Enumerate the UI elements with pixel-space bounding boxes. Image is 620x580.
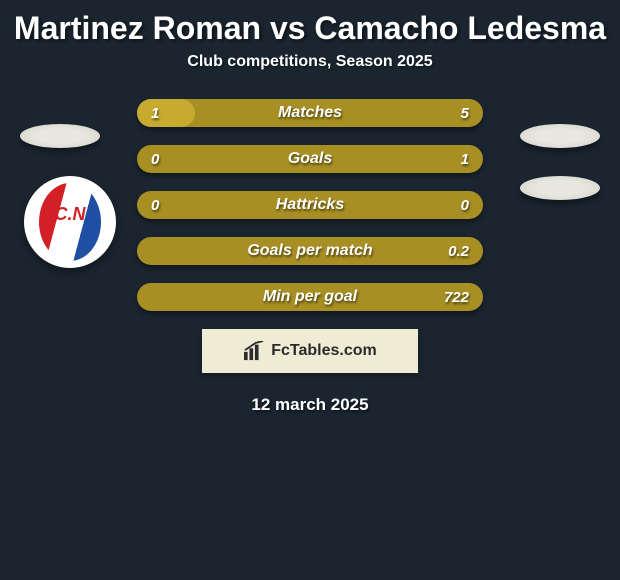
stat-row: Goals per match0.2 [137, 237, 483, 265]
stat-label: Matches [137, 104, 483, 122]
club-badge-initials: C.N [55, 204, 86, 225]
stat-value-right: 5 [461, 105, 469, 122]
player-left-club-logo-1 [20, 124, 100, 148]
brand-watermark: FcTables.com [202, 329, 418, 373]
subtitle: Club competitions, Season 2025 [0, 53, 620, 71]
page-title: Martinez Roman vs Camacho Ledesma [0, 0, 620, 53]
date-label: 12 march 2025 [0, 395, 620, 415]
comparison-card: Martinez Roman vs Camacho Ledesma Club c… [0, 0, 620, 580]
stat-row: Min per goal722 [137, 283, 483, 311]
stat-value-right: 0 [461, 197, 469, 214]
player-right-club-logo-1 [520, 124, 600, 148]
stat-label: Min per goal [137, 288, 483, 306]
stat-row: 0Goals1 [137, 145, 483, 173]
stat-label: Goals [137, 150, 483, 168]
stat-bars: 1Matches50Goals10Hattricks0Goals per mat… [137, 99, 483, 311]
stat-label: Goals per match [137, 242, 483, 260]
stat-label: Hattricks [137, 196, 483, 214]
chart-icon [243, 341, 265, 361]
stat-row: 0Hattricks0 [137, 191, 483, 219]
player-right-club-logo-2 [520, 176, 600, 200]
player-left-club-badge: C.N [24, 176, 116, 268]
stat-row: 1Matches5 [137, 99, 483, 127]
brand-text: FcTables.com [271, 342, 377, 360]
stat-value-right: 722 [444, 289, 469, 306]
stat-value-right: 1 [461, 151, 469, 168]
stat-value-right: 0.2 [448, 243, 469, 260]
